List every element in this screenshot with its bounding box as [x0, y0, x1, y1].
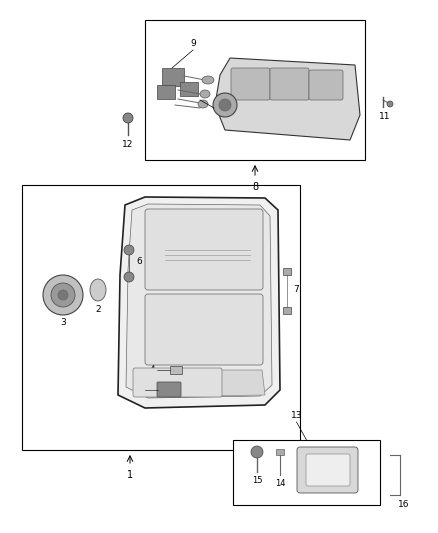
Text: 3: 3: [60, 318, 66, 327]
Circle shape: [58, 290, 68, 300]
FancyBboxPatch shape: [145, 209, 263, 290]
Circle shape: [123, 113, 133, 123]
Text: 5: 5: [137, 385, 143, 394]
FancyBboxPatch shape: [133, 368, 222, 397]
FancyBboxPatch shape: [145, 294, 263, 365]
Polygon shape: [148, 370, 265, 397]
Polygon shape: [215, 58, 360, 140]
Text: 6: 6: [136, 257, 142, 266]
Circle shape: [251, 446, 263, 458]
Circle shape: [124, 245, 134, 255]
Circle shape: [124, 272, 134, 282]
Bar: [276, 449, 284, 455]
Text: 11: 11: [379, 112, 391, 121]
Text: 15: 15: [252, 476, 262, 485]
FancyBboxPatch shape: [270, 68, 309, 100]
Bar: [162, 68, 184, 86]
Bar: [283, 307, 291, 314]
Text: 12: 12: [122, 140, 134, 149]
Bar: [233, 440, 380, 505]
Text: 7: 7: [293, 286, 299, 295]
Text: 1: 1: [127, 470, 133, 480]
FancyBboxPatch shape: [306, 454, 350, 486]
Circle shape: [51, 283, 75, 307]
Circle shape: [387, 101, 393, 107]
Ellipse shape: [200, 90, 210, 98]
Bar: [157, 85, 175, 99]
Bar: [170, 366, 182, 374]
FancyBboxPatch shape: [297, 447, 358, 493]
Ellipse shape: [202, 76, 214, 84]
Text: 9: 9: [190, 39, 196, 48]
Circle shape: [219, 99, 231, 111]
FancyBboxPatch shape: [309, 70, 343, 100]
Polygon shape: [126, 204, 272, 398]
Text: 16: 16: [398, 500, 410, 509]
Text: 13: 13: [291, 411, 302, 420]
Text: 2: 2: [95, 305, 101, 314]
Bar: [145, 20, 365, 160]
Text: 10: 10: [220, 103, 232, 112]
Ellipse shape: [90, 279, 106, 301]
Ellipse shape: [198, 100, 208, 108]
Text: 4: 4: [149, 366, 155, 375]
FancyBboxPatch shape: [231, 68, 270, 100]
Circle shape: [213, 93, 237, 117]
Bar: [22, 185, 300, 450]
Text: 8: 8: [252, 182, 258, 192]
FancyBboxPatch shape: [157, 382, 181, 397]
Polygon shape: [118, 197, 280, 408]
Text: 14: 14: [275, 479, 285, 488]
Bar: [283, 268, 291, 275]
Bar: [180, 82, 198, 96]
Circle shape: [43, 275, 83, 315]
